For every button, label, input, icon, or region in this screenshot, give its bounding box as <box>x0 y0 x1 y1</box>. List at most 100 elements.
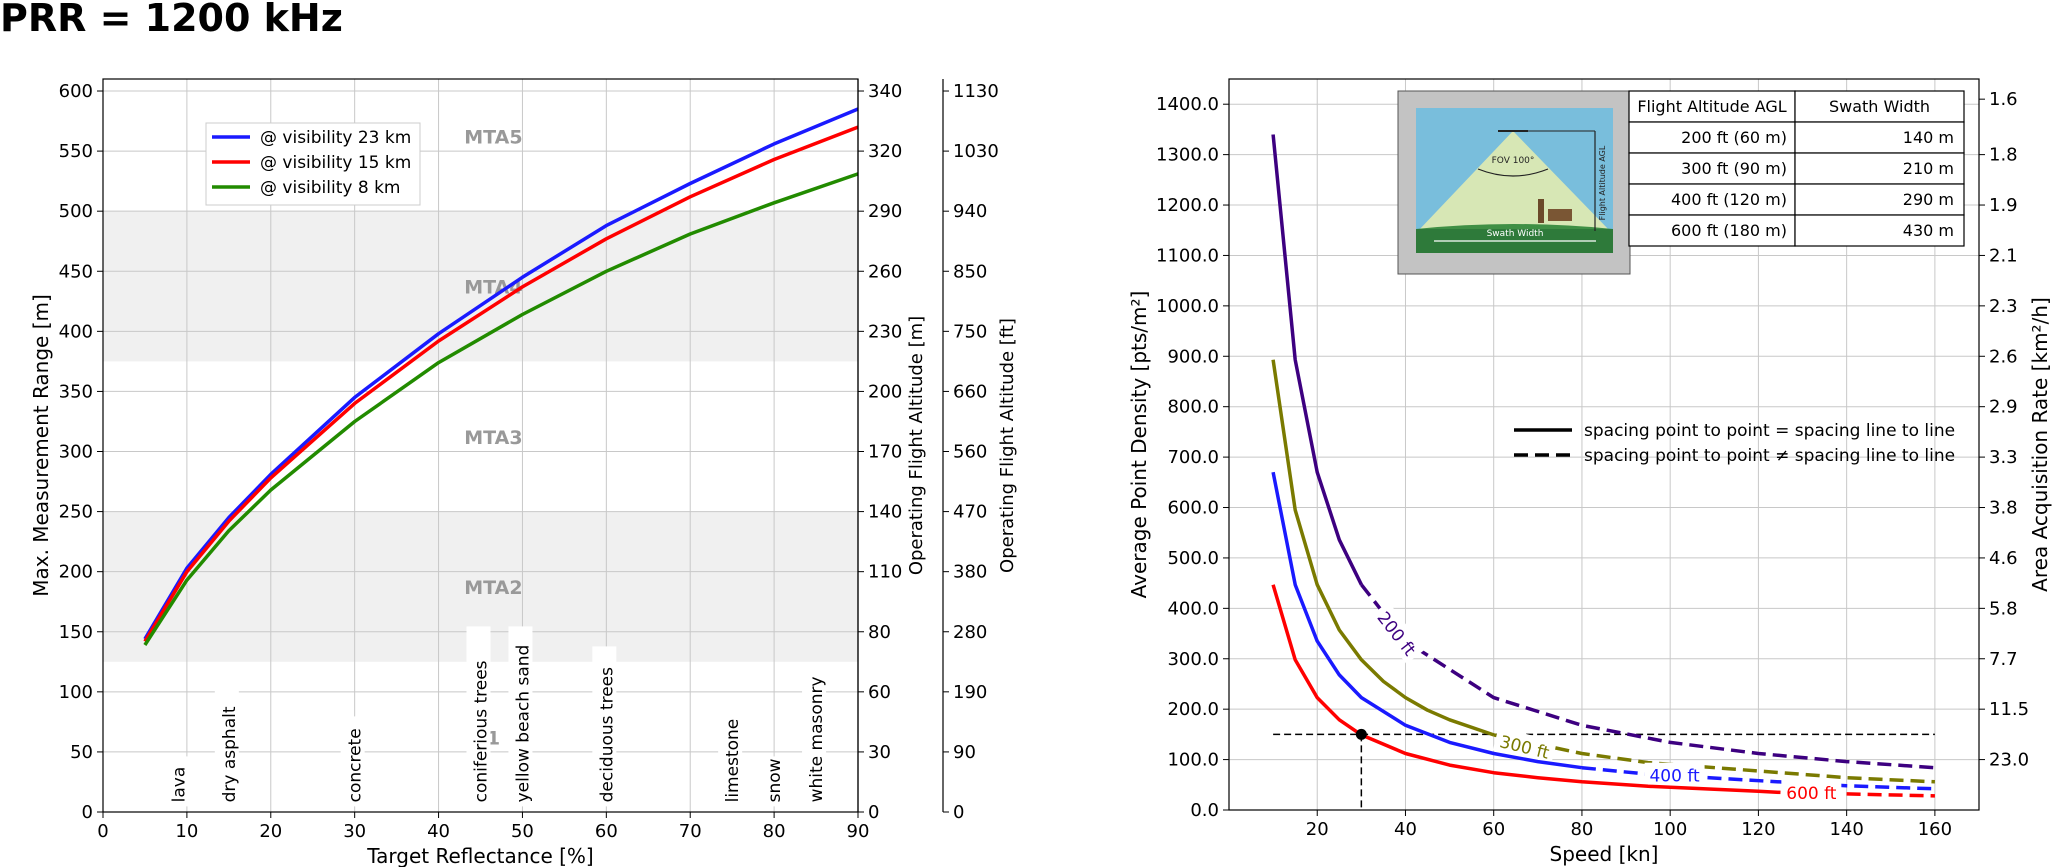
y-tick-label: 300.0 <box>1167 649 1219 670</box>
right-axis-tick-label: 30 <box>868 742 891 763</box>
y-axis-label: Average Point Density [pts/m²] <box>1127 291 1151 599</box>
x-tick-label: 80 <box>1570 819 1593 840</box>
series-inline-label: 600 ft <box>1781 779 1842 804</box>
inset-altitude-label: Flight Altitude AGL <box>1598 145 1607 220</box>
x-tick-label: 60 <box>1482 819 1505 840</box>
material-label: coniferious trees <box>466 626 492 807</box>
material-label-box <box>340 716 365 807</box>
right-axis-tick-label: 110 <box>868 562 902 583</box>
material-label-box <box>508 626 533 807</box>
y-tick-label: 600.0 <box>1167 498 1219 519</box>
y-tick-label: 600 <box>59 81 93 102</box>
reference-point <box>1355 728 1367 740</box>
y-tick-label: 250 <box>59 502 93 523</box>
x-tick-label: 70 <box>679 821 702 842</box>
material-label: limestone <box>718 706 743 807</box>
table-cell-text: 290 m <box>1903 190 1954 209</box>
x-tick-label: 90 <box>847 821 870 842</box>
right-axis-tick-label: 1030 <box>953 141 999 162</box>
series-inline-label: 200 ft <box>1369 601 1426 664</box>
y-tick-label: 400.0 <box>1167 598 1219 619</box>
mta-zone-label: MTA5 <box>464 126 522 148</box>
table-header: Swath Width <box>1829 97 1930 116</box>
material-label-box <box>592 646 617 807</box>
x-tick-label: 60 <box>595 821 618 842</box>
table-header: Flight Altitude AGL <box>1637 97 1786 116</box>
table-cell-text: 200 ft (60 m) <box>1681 128 1787 147</box>
mta-zone-band <box>103 211 858 362</box>
legend-label: @ visibility 8 km <box>260 178 400 198</box>
y-axis-label: Max. Measurement Range [m] <box>29 294 53 597</box>
table-cell <box>1794 183 1965 216</box>
series-inline-label: 400 ft <box>1644 762 1705 787</box>
right-axis-tick-label: 230 <box>868 321 902 342</box>
series-line <box>143 172 859 646</box>
series-line <box>143 107 859 640</box>
x-tick-label: 140 <box>1829 819 1863 840</box>
page-title: PRR = 1200 kHz <box>0 0 343 40</box>
right-axis-tick-label: 260 <box>868 261 902 282</box>
y-tick-label: 150 <box>59 622 93 643</box>
inset-swath-label: Swath Width <box>1487 229 1544 239</box>
series-line-solid <box>1271 471 1583 770</box>
table-cell <box>1628 152 1796 185</box>
y2-tick-label: 7.7 <box>1989 649 2018 670</box>
y-tick-label: 900.0 <box>1167 346 1219 367</box>
right-axis-tick-label: 0 <box>868 802 879 823</box>
series-line-solid <box>1271 584 1781 795</box>
right-axis-tick-label: 560 <box>953 442 987 463</box>
x-tick-label: 40 <box>1394 819 1417 840</box>
right-axis-tick-label: 1130 <box>953 81 999 102</box>
right-axis-tick-label: 140 <box>868 502 902 523</box>
series-line-dashed <box>1493 733 1935 784</box>
series-line <box>143 125 859 643</box>
legend-label: spacing point to point ≠ spacing line to… <box>1584 446 1955 466</box>
material-label: deciduous trees <box>592 646 617 807</box>
right-axis-label: Operating Flight Altitude [ft] <box>997 318 1018 573</box>
right-axis-tick-label: 290 <box>868 201 902 222</box>
material-label-box <box>214 686 239 807</box>
right-axis-label: Operating Flight Altitude [m] <box>906 316 927 575</box>
y2-tick-label: 2.1 <box>1989 245 2018 266</box>
y-tick-label: 800.0 <box>1167 397 1219 418</box>
series-inline-label-box <box>1644 762 1705 787</box>
series-inline-label-text: 600 ft <box>1786 784 1837 804</box>
y-tick-label: 350 <box>59 381 93 402</box>
x-axis-label: Speed [kn] <box>1550 842 1659 866</box>
y-tick-label: 100.0 <box>1167 750 1219 771</box>
material-label-text: coniferious trees <box>472 660 492 802</box>
series-line-dashed <box>1581 765 1935 791</box>
table-cell <box>1794 90 1965 123</box>
y-tick-label: 1000.0 <box>1156 296 1219 317</box>
material-label-box <box>802 666 827 807</box>
material-label-text: limestone <box>723 719 743 803</box>
y2-tick-label: 5.8 <box>1989 598 2018 619</box>
series-line-solid <box>1271 134 1363 586</box>
series-inline-label-box <box>1492 727 1557 765</box>
right-axis-tick-label: 170 <box>868 442 902 463</box>
series-line-dashed <box>1846 792 1935 798</box>
material-label: lava <box>164 756 190 807</box>
inset-hill <box>1416 224 1613 229</box>
table-cell-text: 210 m <box>1903 159 1954 178</box>
y-tick-label: 400 <box>59 321 93 342</box>
table-cell <box>1794 152 1965 185</box>
y-tick-label: 1100.0 <box>1156 245 1219 266</box>
x-tick-label: 100 <box>1653 819 1687 840</box>
y2-tick-label: 2.3 <box>1989 296 2018 317</box>
swath-table: Flight Altitude AGL Swath Width 200 ft (60… <box>1628 90 1965 247</box>
material-label-text: white masonry <box>807 676 827 802</box>
material-label: snow <box>760 756 785 807</box>
y2-tick-label: 1.8 <box>1989 145 2018 166</box>
y-tick-label: 700.0 <box>1167 447 1219 468</box>
right-axis-tick-label: 380 <box>953 562 987 583</box>
y2-tick-label: 1.9 <box>1989 195 2018 216</box>
inset-tower <box>1538 199 1544 223</box>
x-tick-label: 30 <box>343 821 366 842</box>
material-label-box <box>760 756 785 807</box>
x-tick-label: 20 <box>259 821 282 842</box>
material-label-text: snow <box>765 758 785 802</box>
mta-zone-label: MTA2 <box>464 577 522 599</box>
y2-tick-label: 11.5 <box>1989 699 2029 720</box>
